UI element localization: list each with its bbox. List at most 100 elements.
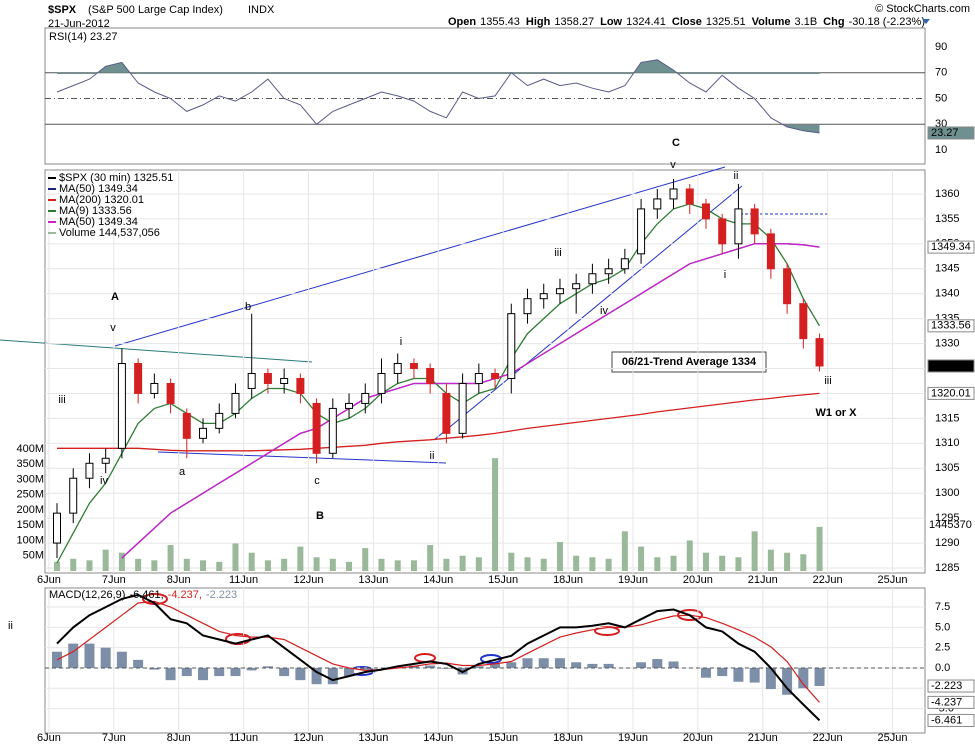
legend-entry: MA(9) 1333.56 (59, 205, 132, 217)
volume-bar (346, 561, 353, 571)
volume-bar (475, 557, 482, 571)
volume-last-tag: 1445370 (929, 519, 972, 531)
x-tick-label: 20Jun (683, 574, 713, 586)
exchange: INDX (248, 4, 275, 16)
wave-label: v (670, 159, 676, 171)
y-tick-label: 1310 (935, 437, 959, 449)
x-tick-label: 21Jun (748, 732, 778, 744)
volume-bar (86, 560, 93, 571)
x-tick-label: 12Jun (293, 574, 323, 586)
wave-label: iii (554, 247, 561, 259)
histogram-bar (652, 659, 663, 668)
candle-body (701, 203, 710, 220)
volume-bar (329, 558, 336, 571)
candle-body (718, 218, 727, 245)
ma-line (56, 203, 821, 564)
quote-label: Close (672, 16, 702, 28)
rsi-tick-label: 10 (935, 144, 947, 156)
x-tick-label: 15Jun (488, 574, 518, 586)
candle-body (166, 382, 175, 404)
volume-bar (508, 552, 515, 571)
candle-body (653, 198, 662, 210)
volume-bar (702, 552, 709, 571)
ma-line (57, 392, 820, 452)
candle-body (247, 373, 256, 389)
quote-value: 1325.51 (706, 16, 746, 28)
close-last-tag: 1325.51 (931, 360, 971, 372)
histogram-bar (603, 663, 614, 668)
y-tick-label: 1360 (935, 188, 959, 200)
volume-bar (232, 543, 239, 571)
signal-last-tag: -4.237 (931, 696, 962, 708)
candle-body (555, 288, 564, 295)
quote-value: 1324.41 (626, 16, 666, 28)
candle-body (377, 373, 386, 394)
x-tick-label: 11Jun (229, 732, 258, 744)
histogram-bar (133, 659, 144, 668)
candle-body (588, 273, 597, 285)
volume-bar (216, 561, 223, 571)
volume-bar (605, 558, 612, 571)
volume-tick-label: 400M (16, 443, 44, 455)
volume-bar (589, 557, 596, 571)
x-tick-label: 22Jun (813, 732, 843, 744)
price-frame (44, 169, 926, 574)
y-tick-label: 1295 (935, 512, 959, 524)
date: 21-Jun-2012 (48, 18, 110, 30)
volume-bar (524, 557, 531, 571)
histogram-bar (538, 658, 549, 668)
legend-entry: MA(200) 1320.01 (59, 194, 144, 206)
legend-entry: $SPX (30 min) 1325.51 (59, 172, 173, 184)
candle-body (117, 363, 126, 449)
candle-body (312, 402, 321, 454)
histogram-bar (149, 667, 160, 670)
quote-label: Chg (823, 16, 844, 28)
x-tick-label: 13Jun (358, 574, 388, 586)
volume-bar (638, 546, 645, 571)
candle-body (263, 373, 272, 384)
quote-value: 3.1B (795, 16, 818, 28)
histogram-bar (814, 667, 825, 687)
x-tick-label: 8Jun (167, 732, 191, 744)
candle-body (685, 188, 694, 205)
rsi-line (56, 59, 820, 134)
volume-bar (70, 558, 77, 571)
hist-last-tag-bg (927, 679, 975, 693)
candle-body (361, 392, 370, 404)
candle-body (637, 208, 646, 255)
hist-last-tag: -2.223 (931, 680, 962, 692)
volume-bar (427, 545, 434, 571)
volume-bar (492, 458, 499, 571)
y-tick-label: 1345 (935, 263, 959, 275)
volume-bar (200, 560, 207, 571)
ma-line (121, 243, 820, 559)
volume-bar (264, 560, 271, 571)
macd-title: MACD(12,26,9) -6.461, -4.237, -2.223 (49, 589, 237, 601)
ma-last-tag: 1349.34 (931, 241, 971, 253)
quote-value: -30.18 (-2.23%) (849, 16, 925, 28)
histogram-bar (765, 667, 776, 690)
x-tick-label: 8Jun (167, 574, 191, 586)
legend-entry: MA(50) 1349.34 (59, 216, 138, 228)
x-tick-label: 19Jun (618, 574, 648, 586)
candle-body (69, 477, 78, 514)
histogram-bar (749, 667, 760, 683)
wave-label: v (110, 322, 116, 334)
volume-tick-label: 350M (16, 458, 44, 470)
x-tick-label: 19Jun (618, 732, 648, 744)
candle-body (85, 462, 94, 479)
x-tick-label: 12Jun (293, 732, 323, 744)
volume-bar (784, 552, 791, 571)
wave-label: A (111, 291, 119, 303)
volume-tick-label: 100M (16, 534, 44, 546)
volume-bar (410, 560, 417, 571)
histogram-bar (100, 647, 111, 668)
wave-label: c (314, 475, 320, 487)
rsi-tick-label: 50 (935, 92, 947, 104)
candle-body (296, 377, 305, 394)
histogram-bar (700, 667, 711, 678)
x-tick-label: 7Jun (102, 574, 126, 586)
wave-label: 06/21-Trend Average 1334 (622, 356, 757, 368)
macd-title-text: MACD(12,26,9) (49, 589, 125, 601)
